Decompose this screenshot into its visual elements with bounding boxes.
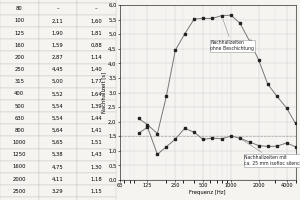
Y-axis label: Nachhallzeit [s]: Nachhallzeit [s] xyxy=(101,72,106,113)
Text: Nachhallzeiten
ohne Beschichtung: Nachhallzeiten ohne Beschichtung xyxy=(210,19,254,51)
Text: Nachhallzeiten mit
ca. 25 mm isofloc silencio: Nachhallzeiten mit ca. 25 mm isofloc sil… xyxy=(242,140,300,166)
X-axis label: Frequenz [Hz]: Frequenz [Hz] xyxy=(189,190,226,195)
